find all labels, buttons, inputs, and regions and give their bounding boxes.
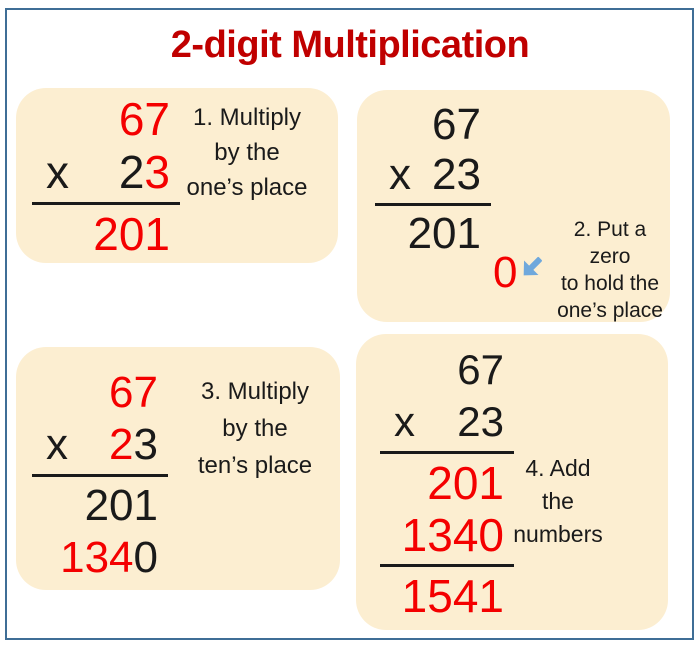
second-partial-product: 1340	[60, 532, 158, 584]
placeholder-zero: 0	[493, 248, 518, 297]
step-4-panel: 67 x 23 201 1340 1541 4. Add the numbers	[356, 334, 668, 630]
multiplier: 23	[432, 150, 481, 199]
instruction-line: 3. Multiply	[200, 378, 310, 405]
product-row: 201	[389, 209, 481, 259]
second-partial-product-digits: 134	[60, 533, 134, 582]
step-1-instruction: 1. Multiply by the one’s place	[177, 100, 317, 205]
step-3-panel: 67 x 23 201 1340 3. Multiply by the ten’…	[16, 347, 340, 590]
equals-line	[32, 202, 180, 205]
multiply-sign: x	[389, 150, 411, 199]
product-row: 201	[46, 208, 170, 261]
instruction-line: by the	[214, 139, 280, 166]
first-partial-product: 201	[427, 457, 504, 509]
first-partial-product: 201	[84, 481, 158, 530]
equals-line	[380, 451, 514, 454]
instruction-line: one’s place	[557, 299, 663, 322]
multiplier-row: x 23	[46, 419, 158, 471]
first-partial-product-row: 201	[394, 457, 504, 509]
product: 201	[93, 208, 170, 260]
multiplicand-row: 67	[394, 344, 504, 396]
instruction-line: 1. Multiply	[192, 104, 302, 131]
second-partial-product-row: 1340	[46, 532, 158, 584]
second-partial-product: 1340	[401, 509, 504, 561]
step-4-worked-problem: 67 x 23 201 1340 1541	[380, 344, 514, 622]
multiplicand: 67	[432, 100, 481, 149]
multiply-sign: x	[46, 146, 69, 198]
step-2-panel: 67 x 23 201 0 2. Put a zero to hold the …	[357, 90, 670, 322]
sum-line	[380, 564, 514, 567]
multiplicand-row: 67	[389, 100, 481, 150]
multiplier-row: x 23	[46, 146, 170, 199]
multiplier-tens-digit: 2	[118, 146, 145, 198]
step-3-instruction: 3. Multiply by the ten’s place	[180, 373, 330, 484]
multiply-sign: x	[46, 420, 68, 469]
step-1-panel: 67 x 23 201 1. Multiply by the one’s pla…	[16, 88, 338, 263]
instruction-line: numbers	[513, 521, 603, 547]
multiplicand: 67	[109, 368, 158, 417]
step-2-instruction: 2. Put a zero to hold the one’s place	[555, 216, 665, 324]
total-product: 1541	[401, 570, 504, 622]
multiplier-row: x 23	[394, 396, 504, 448]
instruction-line: the	[542, 488, 574, 514]
total-row: 1541	[394, 570, 504, 622]
multiplier-row: x 23	[389, 150, 481, 200]
second-partial-product-row: 1340	[394, 509, 504, 561]
instruction-line: one’s place	[186, 174, 308, 201]
multiplier-ones-digit: 3	[144, 146, 170, 198]
multiplier-tens-digit: 2	[109, 420, 134, 469]
equals-line	[375, 203, 491, 206]
multiplier: 23	[109, 419, 158, 471]
first-partial-product-row: 201	[46, 480, 158, 532]
instruction-line: ten’s place	[197, 452, 313, 479]
equals-line	[32, 474, 168, 477]
multiplicand-row: 67	[46, 367, 158, 419]
second-partial-product-zero: 0	[133, 533, 158, 582]
multiply-sign: x	[394, 398, 415, 445]
multiplier: 23	[457, 398, 504, 445]
multiplicand: 67	[118, 93, 170, 145]
multiplier-ones-digit: 3	[133, 420, 158, 469]
multiplicand-row: 67	[46, 93, 170, 146]
step-3-worked-problem: 67 x 23 201 1340	[32, 367, 168, 584]
instruction-line: 4. Add	[525, 455, 591, 481]
product: 201	[407, 209, 481, 258]
page-title: 2-digit Multiplication	[170, 24, 530, 66]
arrow-down-left-icon	[517, 252, 547, 282]
instruction-line: to hold the	[560, 272, 660, 295]
step-2-worked-problem: 67 x 23 201	[375, 100, 491, 259]
instruction-line: by the	[222, 415, 288, 442]
multiplier: 23	[119, 146, 170, 199]
multiplicand: 67	[457, 346, 504, 393]
step-4-instruction: 4. Add the numbers	[508, 452, 608, 551]
step-1-worked-problem: 67 x 23 201	[32, 93, 180, 261]
instruction-line: 2. Put a zero	[573, 218, 647, 268]
